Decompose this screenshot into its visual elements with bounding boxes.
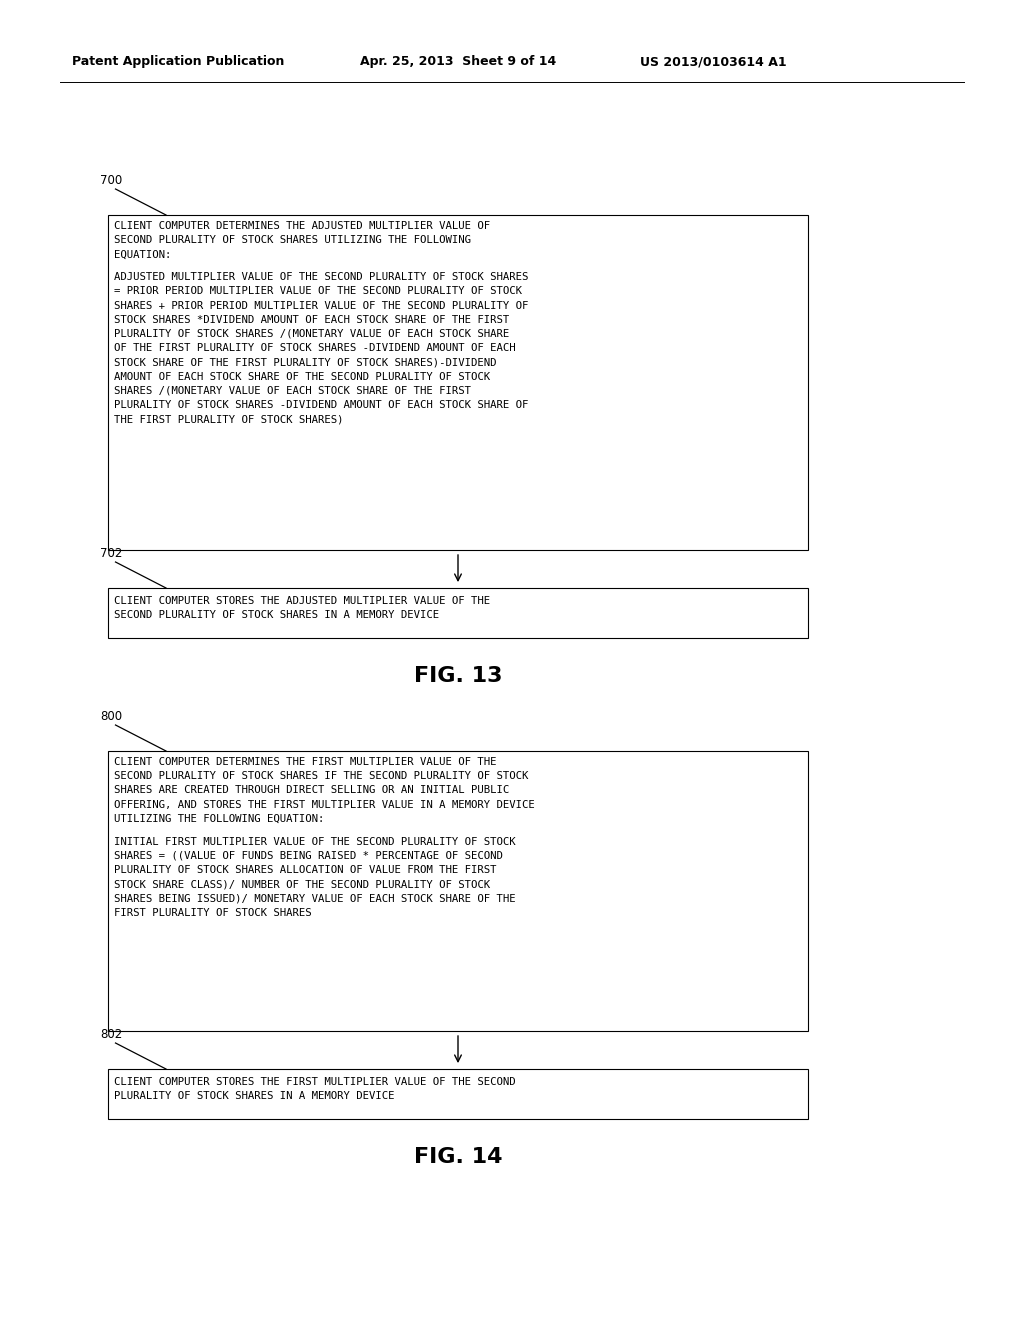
Text: CLIENT COMPUTER DETERMINES THE FIRST MULTIPLIER VALUE OF THE: CLIENT COMPUTER DETERMINES THE FIRST MUL…	[114, 756, 497, 767]
Text: Patent Application Publication: Patent Application Publication	[72, 55, 285, 69]
Text: CLIENT COMPUTER DETERMINES THE ADJUSTED MULTIPLIER VALUE OF: CLIENT COMPUTER DETERMINES THE ADJUSTED …	[114, 220, 490, 231]
Text: SHARES ARE CREATED THROUGH DIRECT SELLING OR AN INITIAL PUBLIC: SHARES ARE CREATED THROUGH DIRECT SELLIN…	[114, 785, 509, 796]
Text: ADJUSTED MULTIPLIER VALUE OF THE SECOND PLURALITY OF STOCK SHARES: ADJUSTED MULTIPLIER VALUE OF THE SECOND …	[114, 272, 528, 282]
Text: CLIENT COMPUTER STORES THE FIRST MULTIPLIER VALUE OF THE SECOND: CLIENT COMPUTER STORES THE FIRST MULTIPL…	[114, 1077, 516, 1086]
Text: THE FIRST PLURALITY OF STOCK SHARES): THE FIRST PLURALITY OF STOCK SHARES)	[114, 414, 343, 424]
Text: UTILIZING THE FOLLOWING EQUATION:: UTILIZING THE FOLLOWING EQUATION:	[114, 814, 325, 824]
Text: STOCK SHARES *DIVIDEND AMOUNT OF EACH STOCK SHARE OF THE FIRST: STOCK SHARES *DIVIDEND AMOUNT OF EACH ST…	[114, 314, 509, 325]
Text: EQUATION:: EQUATION:	[114, 249, 171, 260]
Text: FIG. 13: FIG. 13	[414, 667, 502, 686]
Text: OFFERING, AND STORES THE FIRST MULTIPLIER VALUE IN A MEMORY DEVICE: OFFERING, AND STORES THE FIRST MULTIPLIE…	[114, 800, 535, 809]
Bar	[108, 751, 808, 1031]
Text: 802: 802	[100, 1028, 122, 1041]
Text: STOCK SHARE OF THE FIRST PLURALITY OF STOCK SHARES)-DIVIDEND: STOCK SHARE OF THE FIRST PLURALITY OF ST…	[114, 358, 497, 367]
Text: SECOND PLURALITY OF STOCK SHARES UTILIZING THE FOLLOWING: SECOND PLURALITY OF STOCK SHARES UTILIZI…	[114, 235, 471, 246]
Text: SHARES BEING ISSUED)/ MONETARY VALUE OF EACH STOCK SHARE OF THE: SHARES BEING ISSUED)/ MONETARY VALUE OF …	[114, 894, 516, 903]
Text: 800: 800	[100, 710, 122, 723]
Text: INITIAL FIRST MULTIPLIER VALUE OF THE SECOND PLURALITY OF STOCK: INITIAL FIRST MULTIPLIER VALUE OF THE SE…	[114, 837, 516, 846]
Text: AMOUNT OF EACH STOCK SHARE OF THE SECOND PLURALITY OF STOCK: AMOUNT OF EACH STOCK SHARE OF THE SECOND…	[114, 371, 490, 381]
Text: OF THE FIRST PLURALITY OF STOCK SHARES -DIVIDEND AMOUNT OF EACH: OF THE FIRST PLURALITY OF STOCK SHARES -…	[114, 343, 516, 354]
Text: FIG. 14: FIG. 14	[414, 1147, 502, 1167]
Text: 702: 702	[100, 546, 123, 560]
Text: FIRST PLURALITY OF STOCK SHARES: FIRST PLURALITY OF STOCK SHARES	[114, 908, 311, 917]
Text: 700: 700	[100, 174, 122, 187]
Text: SHARES = ((VALUE OF FUNDS BEING RAISED * PERCENTAGE OF SECOND: SHARES = ((VALUE OF FUNDS BEING RAISED *…	[114, 850, 503, 861]
Text: SECOND PLURALITY OF STOCK SHARES IN A MEMORY DEVICE: SECOND PLURALITY OF STOCK SHARES IN A ME…	[114, 610, 439, 620]
Bar	[108, 1069, 808, 1119]
Text: SHARES /(MONETARY VALUE OF EACH STOCK SHARE OF THE FIRST: SHARES /(MONETARY VALUE OF EACH STOCK SH…	[114, 385, 471, 396]
Text: SHARES + PRIOR PERIOD MULTIPLIER VALUE OF THE SECOND PLURALITY OF: SHARES + PRIOR PERIOD MULTIPLIER VALUE O…	[114, 301, 528, 310]
Text: PLURALITY OF STOCK SHARES IN A MEMORY DEVICE: PLURALITY OF STOCK SHARES IN A MEMORY DE…	[114, 1092, 394, 1101]
Text: PLURALITY OF STOCK SHARES -DIVIDEND AMOUNT OF EACH STOCK SHARE OF: PLURALITY OF STOCK SHARES -DIVIDEND AMOU…	[114, 400, 528, 411]
Bar	[108, 215, 808, 550]
Text: PLURALITY OF STOCK SHARES /(MONETARY VALUE OF EACH STOCK SHARE: PLURALITY OF STOCK SHARES /(MONETARY VAL…	[114, 329, 509, 339]
Text: = PRIOR PERIOD MULTIPLIER VALUE OF THE SECOND PLURALITY OF STOCK: = PRIOR PERIOD MULTIPLIER VALUE OF THE S…	[114, 286, 522, 296]
Text: SECOND PLURALITY OF STOCK SHARES IF THE SECOND PLURALITY OF STOCK: SECOND PLURALITY OF STOCK SHARES IF THE …	[114, 771, 528, 781]
Text: US 2013/0103614 A1: US 2013/0103614 A1	[640, 55, 786, 69]
Text: CLIENT COMPUTER STORES THE ADJUSTED MULTIPLIER VALUE OF THE: CLIENT COMPUTER STORES THE ADJUSTED MULT…	[114, 597, 490, 606]
Bar	[108, 587, 808, 638]
Text: STOCK SHARE CLASS)/ NUMBER OF THE SECOND PLURALITY OF STOCK: STOCK SHARE CLASS)/ NUMBER OF THE SECOND…	[114, 879, 490, 890]
Text: Apr. 25, 2013  Sheet 9 of 14: Apr. 25, 2013 Sheet 9 of 14	[360, 55, 556, 69]
Text: PLURALITY OF STOCK SHARES ALLOCATION OF VALUE FROM THE FIRST: PLURALITY OF STOCK SHARES ALLOCATION OF …	[114, 865, 497, 875]
